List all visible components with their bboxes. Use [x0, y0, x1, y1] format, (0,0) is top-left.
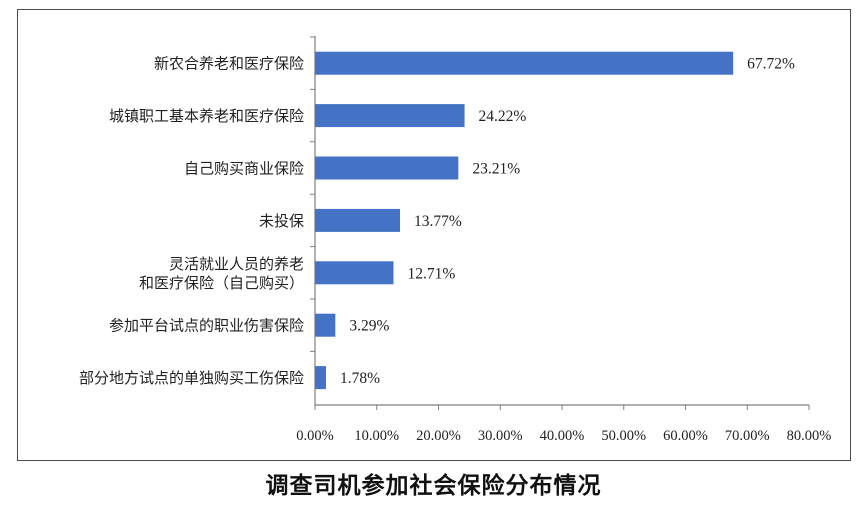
category-label: 城镇职工基本养老和医疗保险 — [109, 107, 304, 125]
category-labels: 新农合养老和医疗保险城镇职工基本养老和医疗保险自己购买商业保险未投保灵活就业人员… — [79, 55, 304, 387]
x-tick-label: 50.00% — [601, 428, 646, 444]
data-label: 12.71% — [407, 265, 455, 282]
chart-frame — [17, 9, 851, 461]
bar — [315, 156, 459, 180]
chart-title: 调查司机参加社会保险分布情况 — [265, 473, 602, 499]
x-tick-label: 30.00% — [478, 428, 523, 444]
category-label: 参加平台试点的职业伤害保险 — [109, 317, 304, 335]
x-tick-label: 40.00% — [540, 428, 585, 444]
x-ticks: 0.00% 10.00% 20.00% 30.00% 40.00% 50.00% 60.00… — [296, 405, 831, 444]
x-tick-label: 80.00% — [787, 428, 832, 444]
bar — [315, 104, 465, 128]
data-label: 1.78% — [340, 370, 380, 387]
bar — [315, 51, 734, 75]
x-tick-label: 60.00% — [663, 428, 708, 444]
category-label: 部分地方试点的单独购买工伤保险 — [79, 369, 304, 387]
x-tick-label: 10.00% — [354, 428, 399, 444]
bars — [315, 51, 734, 390]
category-label: 未投保 — [259, 212, 304, 230]
bar — [315, 366, 326, 390]
category-label: 灵活就业人员的养老 — [169, 255, 304, 273]
data-label: 24.22% — [479, 108, 527, 125]
category-label: 自己购买商业保险 — [184, 160, 304, 178]
data-label: 23.21% — [472, 161, 520, 178]
category-label: 新农合养老和医疗保险 — [154, 55, 304, 73]
x-tick-label: 0.00% — [296, 428, 333, 444]
bar — [315, 208, 401, 232]
bar — [315, 313, 336, 337]
value-labels: 67.72% 24.22% 23.21% 13.77% 12.71% 3.29% 1.78% — [340, 56, 795, 387]
category-label: 和医疗保险（自己购买） — [139, 274, 304, 292]
x-tick-label: 20.00% — [416, 428, 461, 444]
data-label: 3.29% — [349, 318, 389, 335]
x-tick-label: 70.00% — [725, 428, 770, 444]
data-label: 67.72% — [747, 56, 795, 73]
data-label: 13.77% — [414, 213, 462, 230]
bar — [315, 261, 394, 285]
